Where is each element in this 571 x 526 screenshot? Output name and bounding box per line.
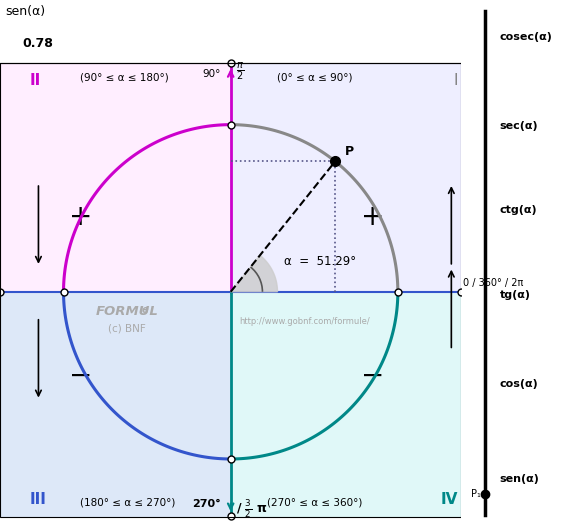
Polygon shape: [231, 292, 461, 518]
Polygon shape: [0, 63, 231, 292]
Text: FORMUL: FORMUL: [95, 305, 159, 318]
Text: α  =  51.29°: α = 51.29°: [284, 255, 356, 268]
Text: (270° ≤ α ≤ 360°): (270° ≤ α ≤ 360°): [267, 498, 363, 508]
Text: II: II: [30, 73, 41, 88]
Text: I: I: [453, 73, 458, 88]
Text: (c) BNF: (c) BNF: [108, 324, 146, 334]
Text: 0 / 360° / 2π: 0 / 360° / 2π: [463, 278, 524, 288]
Text: (180° ≤ α ≤ 270°): (180° ≤ α ≤ 270°): [81, 498, 176, 508]
Text: sen(α): sen(α): [500, 473, 540, 484]
Text: sen(α): sen(α): [6, 5, 46, 18]
Polygon shape: [231, 63, 461, 292]
Polygon shape: [231, 255, 278, 292]
Text: / $\frac{3}{2}$ π: / $\frac{3}{2}$ π: [236, 498, 267, 520]
Text: http://www.gobnf.com/formule/: http://www.gobnf.com/formule/: [239, 317, 370, 326]
Text: III: III: [30, 492, 47, 508]
Text: 90°: 90°: [202, 69, 220, 79]
Text: e: e: [142, 305, 148, 315]
Text: (90° ≤ α ≤ 180°): (90° ≤ α ≤ 180°): [81, 73, 169, 83]
Text: ctg(α): ctg(α): [500, 205, 537, 216]
Text: P: P: [345, 145, 355, 158]
Text: sec(α): sec(α): [500, 121, 538, 132]
Text: +: +: [69, 203, 92, 230]
Text: −: −: [361, 361, 384, 389]
Text: (0° ≤ α ≤ 90°): (0° ≤ α ≤ 90°): [278, 73, 353, 83]
Text: −: −: [69, 361, 92, 389]
Text: P₁: P₁: [471, 489, 481, 500]
Text: cos(α): cos(α): [500, 379, 538, 389]
Text: $\frac{\pi}{2}$: $\frac{\pi}{2}$: [236, 60, 244, 82]
Polygon shape: [0, 292, 231, 518]
Text: 0.78: 0.78: [23, 37, 54, 50]
Text: IV: IV: [441, 492, 458, 508]
Text: tg(α): tg(α): [500, 289, 530, 300]
Text: 270°: 270°: [192, 499, 220, 509]
Text: +: +: [361, 203, 384, 230]
Text: cosec(α): cosec(α): [500, 32, 553, 42]
